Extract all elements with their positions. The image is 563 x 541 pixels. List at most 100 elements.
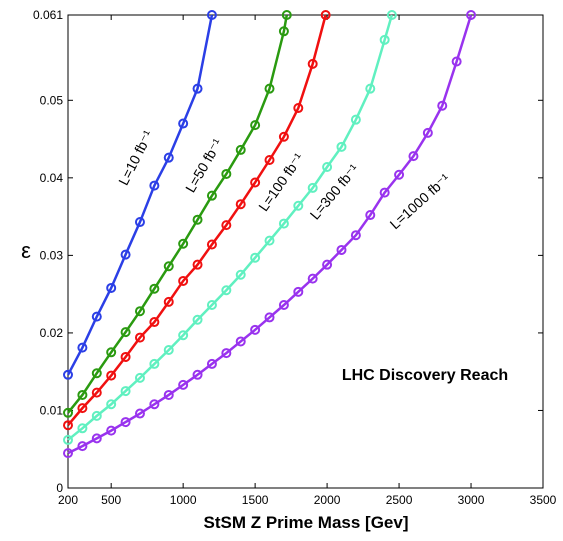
data-point — [322, 161, 333, 172]
x-tick-label: 1500 — [242, 493, 269, 507]
data-point — [192, 314, 203, 325]
data-point — [192, 83, 203, 94]
data-point — [307, 58, 318, 69]
data-point — [206, 358, 217, 369]
data-point — [422, 127, 433, 138]
data-point — [77, 423, 88, 434]
data-point — [235, 336, 246, 347]
data-point — [264, 83, 275, 94]
data-point — [336, 141, 347, 152]
data-point — [250, 252, 261, 263]
data-point — [91, 368, 102, 379]
data-point — [178, 275, 189, 286]
data-point — [134, 306, 145, 317]
data-point — [221, 285, 232, 296]
data-point — [134, 372, 145, 383]
data-point — [77, 441, 88, 452]
data-point — [307, 273, 318, 284]
data-point — [77, 403, 88, 414]
data-point — [63, 369, 73, 380]
data-point — [120, 249, 131, 260]
data-point — [149, 358, 160, 369]
data-point — [63, 420, 73, 431]
data-point — [106, 370, 117, 381]
data-point — [250, 120, 261, 131]
data-point — [394, 169, 405, 180]
data-point — [350, 114, 361, 125]
data-point — [149, 283, 160, 294]
data-point — [77, 389, 88, 400]
data-point — [264, 155, 275, 166]
x-tick-label: 200 — [58, 493, 78, 507]
data-point — [149, 180, 160, 191]
data-point — [206, 239, 217, 250]
series-line — [67, 14, 327, 426]
data-point — [235, 144, 246, 155]
data-point — [192, 214, 203, 225]
data-point — [379, 34, 390, 45]
data-point — [163, 261, 174, 272]
data-point — [106, 282, 117, 293]
y-tick-label: 0.03 — [40, 248, 64, 262]
y-tick-label: 0.05 — [40, 93, 64, 107]
data-point — [466, 10, 477, 20]
data-point — [281, 10, 292, 20]
data-point — [235, 199, 246, 210]
series-line — [66, 14, 214, 376]
data-point — [451, 56, 462, 67]
data-point — [264, 312, 275, 323]
data-point — [336, 244, 347, 255]
data-point — [437, 100, 448, 111]
data-point — [250, 177, 261, 188]
data-point — [63, 448, 73, 459]
plot-frame — [67, 14, 544, 489]
series-line — [67, 14, 473, 455]
data-point — [206, 300, 217, 311]
data-point — [320, 10, 331, 20]
data-point — [278, 300, 289, 311]
data-point — [163, 152, 174, 163]
data-point — [178, 118, 189, 129]
x-tick-label: 2500 — [386, 493, 413, 507]
data-point — [365, 83, 376, 94]
data-point — [307, 182, 318, 193]
x-tick-label: 2000 — [314, 493, 341, 507]
series-label: L=10 fb⁻¹ — [115, 127, 156, 187]
data-point — [120, 417, 131, 428]
data-point — [91, 311, 102, 322]
data-point — [77, 342, 88, 353]
data-point — [278, 26, 289, 37]
x-tick-label: 1000 — [170, 493, 197, 507]
data-point — [206, 10, 217, 20]
y-tick-label: 0.02 — [40, 326, 64, 340]
data-point — [106, 399, 117, 410]
y-tick-label: 0.061 — [33, 8, 63, 22]
series-line — [67, 14, 289, 414]
data-point — [278, 218, 289, 229]
data-point — [106, 347, 117, 358]
data-point — [120, 386, 131, 397]
x-tick-label: 3500 — [530, 493, 557, 507]
data-point — [63, 434, 73, 445]
y-tick-label: 0.04 — [40, 171, 64, 185]
annotation: LHC Discovery Reach — [342, 367, 508, 384]
data-point — [293, 200, 304, 211]
data-point — [293, 103, 304, 114]
data-point — [178, 238, 189, 249]
data-point — [91, 433, 102, 444]
data-point — [386, 10, 397, 20]
y-tick-label: 0.01 — [40, 403, 64, 417]
data-point — [221, 348, 232, 359]
data-point — [91, 410, 102, 421]
x-tick-label: 500 — [101, 493, 121, 507]
data-point — [163, 344, 174, 355]
data-point — [192, 259, 203, 270]
data-point — [365, 210, 376, 221]
data-point — [120, 327, 131, 338]
data-point — [350, 230, 361, 241]
data-point — [134, 332, 145, 343]
data-point — [293, 286, 304, 297]
data-point — [221, 168, 232, 179]
